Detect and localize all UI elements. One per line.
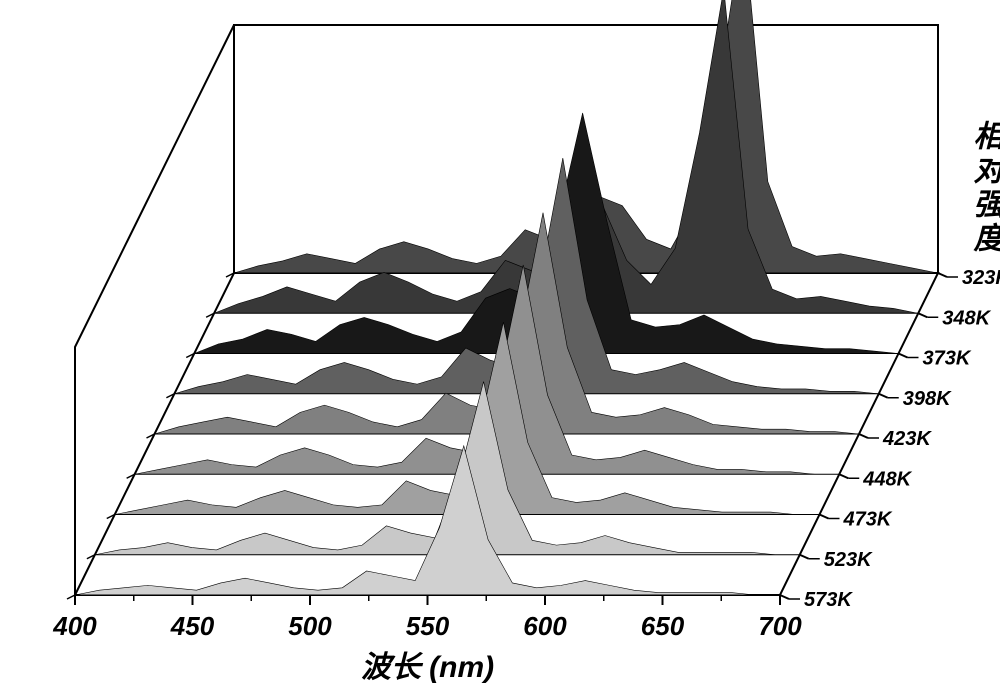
z-tick-label: 448K xyxy=(862,468,912,490)
x-tick-label: 450 xyxy=(170,611,215,641)
spectra-chart: 400 450 500 550 600 650 700 波长 (nm) 573K 523K 473K… xyxy=(0,0,1000,693)
x-axis-ticks: 400 450 500 550 600 650 700 xyxy=(52,595,802,641)
z-tick-label: 398K xyxy=(903,388,952,410)
z-tick-label: 348K xyxy=(942,307,991,329)
x-axis-label: 波长 (nm) xyxy=(361,651,494,684)
x-tick-label: 600 xyxy=(523,611,567,641)
z-tick-label: 423K xyxy=(882,428,932,450)
x-tick-label: 500 xyxy=(288,611,332,641)
z-tick-label: 523K xyxy=(824,549,873,571)
z-tick-label: 573K xyxy=(804,589,853,611)
chart-svg: 400 450 500 550 600 650 700 波长 (nm) 573K 523K 473K… xyxy=(0,0,1000,693)
x-tick-label: 550 xyxy=(406,611,450,641)
x-tick-label: 650 xyxy=(641,611,685,641)
x-tick-label: 700 xyxy=(758,611,802,641)
x-tick-label: 400 xyxy=(52,611,97,641)
y-axis-label: 相对强度 xyxy=(969,120,1000,256)
z-tick-label: 373K xyxy=(923,348,972,370)
z-tick-label: 323K xyxy=(962,267,1000,289)
z-tick-label: 473K xyxy=(843,509,893,531)
z-axis-ticks: 573K 523K 473K 448K 423K 398K 373K 348K 323K xyxy=(780,267,1000,611)
spectra-series-group xyxy=(75,0,938,595)
